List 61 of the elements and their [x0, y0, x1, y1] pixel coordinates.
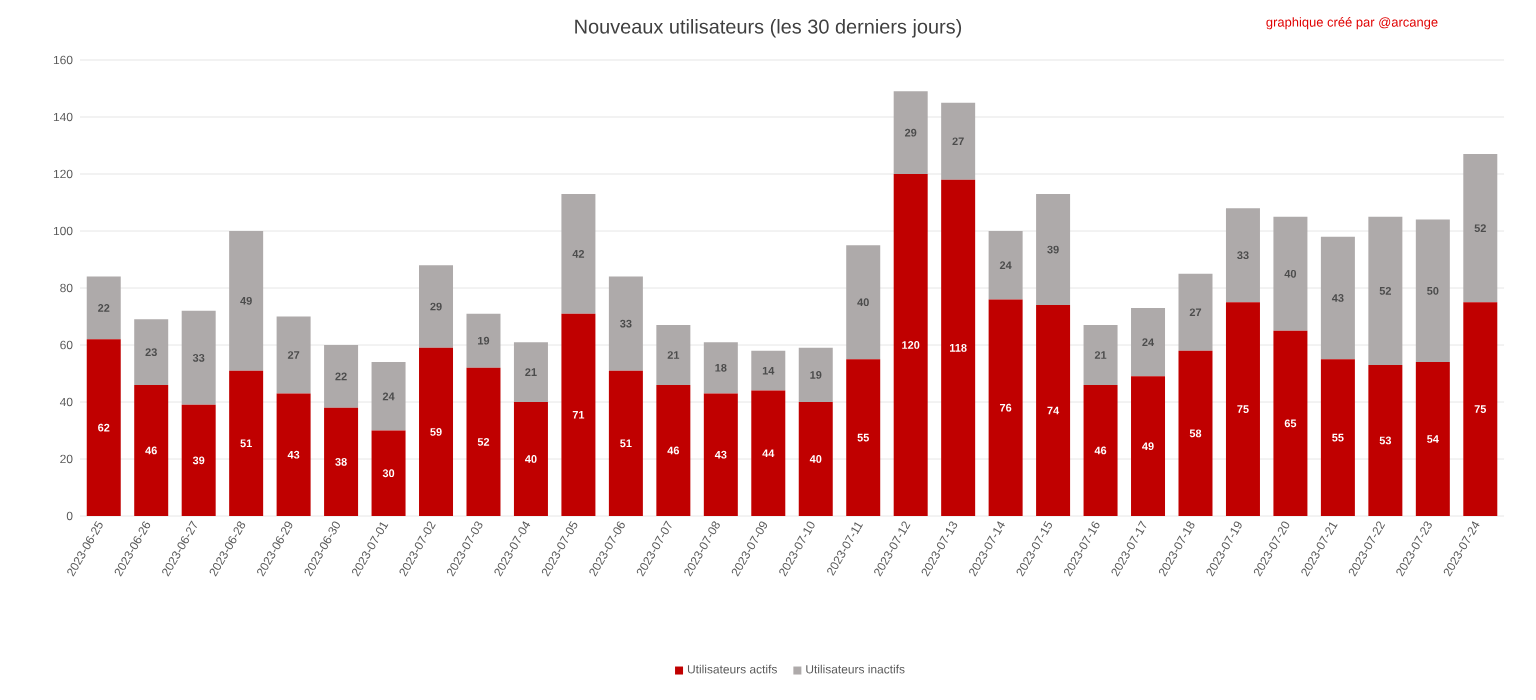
bar [1225, 302, 1260, 516]
bar [608, 370, 643, 516]
bar [324, 345, 359, 408]
bar [1131, 376, 1166, 516]
bar [1320, 236, 1355, 360]
bar [1368, 364, 1403, 516]
bar [1415, 362, 1450, 516]
bar [134, 319, 169, 385]
bar [276, 316, 311, 394]
bar [419, 347, 454, 516]
bar [1178, 350, 1213, 516]
bar [656, 384, 691, 516]
bar [466, 313, 501, 368]
bar [798, 402, 833, 516]
bar [1083, 384, 1118, 516]
bar [798, 347, 833, 402]
bar [181, 310, 216, 405]
bar [86, 339, 121, 516]
chart-title: Nouveaux utilisateurs (les 30 derniers jours) [575, 19, 962, 38]
bar [371, 362, 406, 431]
bar [846, 245, 881, 360]
bar [656, 325, 691, 385]
bar [1320, 359, 1355, 516]
bar [276, 393, 311, 516]
bar [941, 102, 976, 180]
bar [1273, 216, 1308, 331]
bar [941, 179, 976, 516]
bar [1036, 193, 1071, 306]
bar [1415, 219, 1450, 363]
bar [324, 407, 359, 516]
bar [229, 231, 264, 371]
bar [1178, 273, 1213, 351]
bar [988, 299, 1023, 516]
bar [1273, 330, 1308, 516]
bar [703, 342, 738, 394]
bar [513, 342, 548, 402]
bar [371, 430, 406, 516]
bar [893, 173, 928, 516]
bar [846, 359, 881, 516]
bar [466, 367, 501, 516]
bar [1036, 305, 1071, 516]
bar [988, 231, 1023, 300]
bar [134, 384, 169, 516]
bar [751, 390, 786, 516]
bar [703, 393, 738, 516]
bar [229, 370, 264, 516]
bar [1463, 154, 1498, 303]
bar [1225, 208, 1260, 303]
bar [1131, 307, 1166, 377]
bar [893, 91, 928, 174]
bar [1368, 216, 1403, 365]
bar [181, 404, 216, 516]
bar [513, 402, 548, 516]
bar [608, 276, 643, 371]
bar [1463, 302, 1498, 516]
bar [561, 193, 596, 314]
bar [561, 313, 596, 516]
bar [751, 350, 786, 391]
bar [419, 265, 454, 348]
bar [86, 276, 121, 340]
bar [1083, 325, 1118, 385]
